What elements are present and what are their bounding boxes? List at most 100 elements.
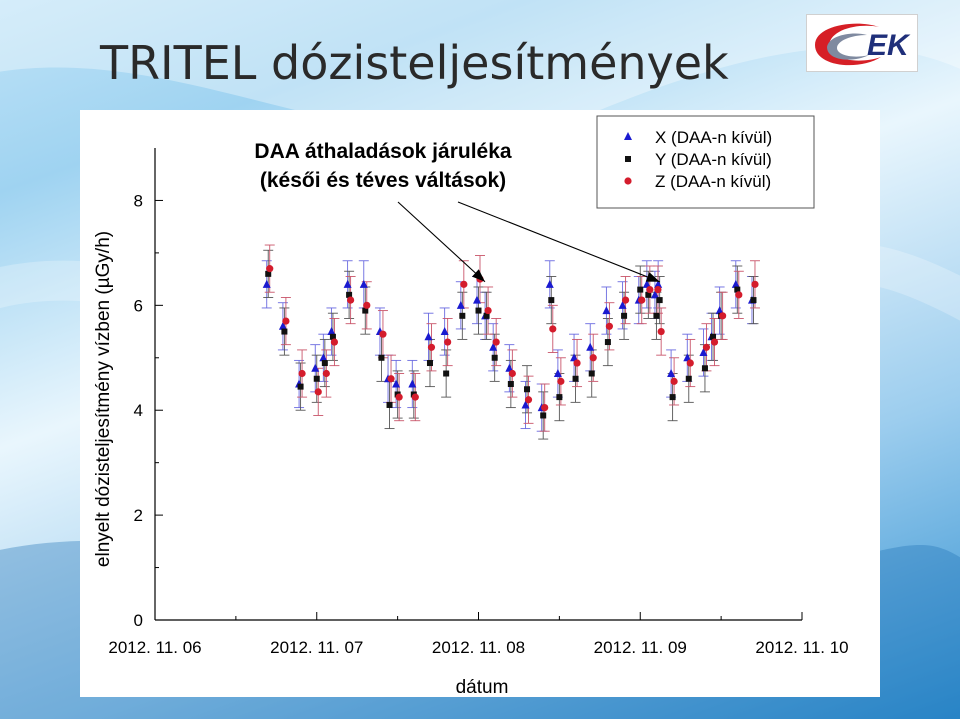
z-series-point [266, 265, 274, 273]
y-tick-label: 8 [134, 191, 143, 210]
y-series-point [572, 375, 579, 382]
x-series-point [408, 379, 417, 388]
annotation-line-2: (késői és téves váltások) [260, 169, 506, 192]
x-series-point [319, 353, 328, 362]
x-tick-label: 2012. 11. 08 [432, 638, 525, 657]
y-tick-label: 0 [134, 611, 143, 630]
z-series-point [524, 396, 533, 404]
y-series-point [321, 360, 328, 367]
x-tick-label: 2012. 11. 09 [594, 638, 687, 657]
legend-y-marker [625, 156, 631, 162]
data-markers [262, 265, 759, 419]
y-series-point [653, 312, 660, 319]
y-series-point [346, 291, 353, 298]
logo-mark-icon: EK [815, 23, 911, 66]
annotation-arrow-line [397, 201, 486, 283]
z-series-point [646, 286, 654, 294]
chart-panel: 0 2 4 6 8 2012. 11. 06 2012. 11. 07 2012. 11. 0… [80, 110, 880, 698]
y-series-point [459, 312, 466, 319]
legend-x-marker [624, 132, 632, 140]
z-series-point [411, 393, 419, 401]
x-series-point [521, 400, 530, 409]
x-series-point [545, 279, 554, 288]
y-series-point [443, 370, 450, 377]
x-series-point [570, 353, 579, 362]
y-axis-label: elnyelt dózisteljesítmény vízben (µGy/h) [93, 231, 114, 567]
legend-label: Z (DAA-n kívül) [655, 172, 771, 191]
z-series-point [549, 325, 557, 333]
z-series-point [654, 286, 662, 294]
z-series-point [387, 375, 395, 383]
x-tick-label: 2012. 11. 07 [270, 638, 363, 657]
x-series-point [586, 342, 595, 351]
z-series-point [484, 306, 492, 315]
x-series-point [654, 279, 663, 288]
z-series-point [702, 343, 711, 351]
y-series-point [491, 354, 498, 361]
z-series-point [657, 327, 665, 336]
x-series-point [602, 306, 611, 315]
x-series-point [667, 369, 676, 378]
x-series-point [618, 300, 627, 309]
y-series-point [685, 375, 692, 382]
x-axis-label: dátum [456, 677, 509, 697]
z-series-point [298, 369, 306, 378]
annotation-arrows [397, 201, 660, 283]
y-series-point [281, 328, 288, 335]
annotation-arrow-line [457, 201, 660, 283]
y-series-point [656, 297, 663, 304]
chart-axes: 0 2 4 6 8 2012. 11. 06 2012. 11. 07 2012. 11. 0… [108, 148, 849, 657]
y-tick-label: 6 [134, 296, 143, 315]
z-series-point [363, 301, 371, 309]
z-series-point [557, 377, 565, 385]
x-series-point [456, 300, 465, 309]
annotation-arrow-head [472, 269, 485, 282]
y-series-point [507, 381, 514, 387]
dose-rate-chart: 0 2 4 6 8 2012. 11. 06 2012. 11. 07 2012. 11. 0… [93, 115, 849, 698]
legend-label: Y (DAA-n kívül) [655, 150, 772, 169]
z-series-point [735, 291, 743, 299]
x-series-point [505, 363, 514, 372]
y-series-point [426, 360, 433, 367]
x-tick-label: 2012. 11. 06 [108, 638, 201, 657]
y-series-point [540, 412, 547, 419]
annotation-arrow-head [645, 272, 660, 282]
x-series-point [715, 306, 724, 315]
y-series-point [329, 333, 336, 340]
slide-title: TRITEL dózisteljesítmények [100, 36, 729, 90]
company-logo: EK [806, 14, 918, 72]
z-series-point [605, 322, 614, 330]
y-series-point [313, 375, 320, 382]
y-series-point [378, 354, 385, 361]
y-series-point [645, 291, 652, 298]
x-series-point [343, 279, 352, 288]
chart-legend: X (DAA-n kívül) Y (DAA-n kívül) Z (DAA-n k… [596, 115, 815, 209]
legend-z-marker [624, 177, 632, 185]
x-series-point [327, 327, 336, 336]
z-series-point [314, 388, 322, 396]
y-series-point [475, 307, 482, 314]
z-series-point [621, 296, 630, 304]
y-series-point [548, 297, 555, 304]
y-series-point [265, 270, 272, 277]
y-series-point [604, 339, 611, 346]
z-series-point [282, 317, 290, 325]
x-series-point [683, 353, 692, 362]
x-series-point [642, 279, 651, 288]
y-series-point [621, 312, 628, 319]
z-series-point [379, 330, 387, 338]
z-series-point [751, 280, 759, 288]
legend-label: X (DAA-n kívül) [655, 128, 772, 147]
y-tick-label: 2 [134, 506, 143, 525]
y-series-point [734, 286, 741, 293]
z-series-point [573, 359, 581, 367]
z-series-point [541, 404, 549, 412]
annotation-line-1: DAA áthaladások járuléka [254, 140, 511, 163]
z-series-point [347, 296, 355, 304]
x-series-point [731, 279, 740, 288]
z-series-point [460, 280, 468, 288]
y-series-point [637, 286, 644, 293]
y-tick-label: 4 [134, 401, 143, 420]
y-series-point [483, 312, 490, 319]
z-series-point [444, 338, 452, 346]
